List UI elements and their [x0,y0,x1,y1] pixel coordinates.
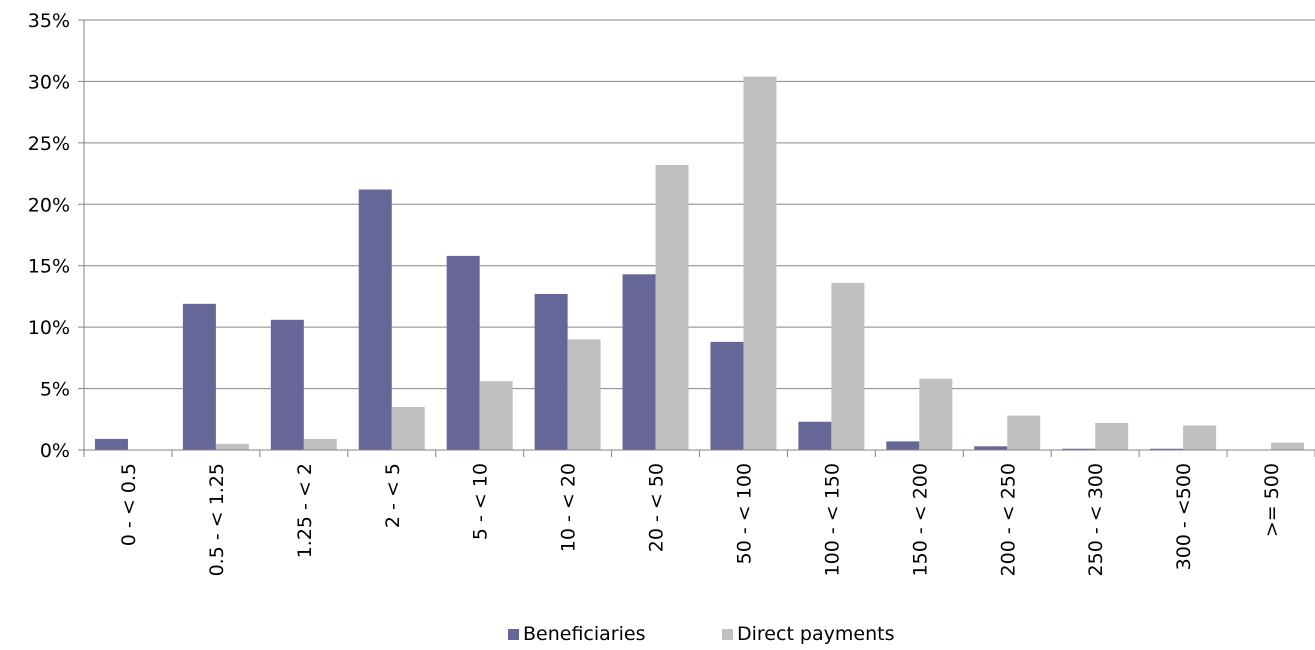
y-tick-label: 35% [28,10,70,32]
x-tick-label: 1.25 - < 2 [294,463,316,558]
bar-direct-payments [1007,415,1041,450]
bar-direct-payments [391,407,425,450]
legend-swatch-direct-payments [722,629,733,640]
x-tick-label: 0 - < 0.5 [118,463,140,546]
bar-direct-payments [919,378,953,450]
bar-beneficiaries [710,341,744,450]
bar-beneficiaries [1062,448,1096,450]
axes [78,19,1315,457]
x-tick-label: 200 - < 250 [997,463,1019,576]
bar-direct-payments [1183,425,1217,450]
bar-beneficiaries [270,319,304,450]
y-tick-label: 25% [28,133,70,155]
bar-direct-payments [215,443,249,450]
legend-swatch-beneficiaries [508,629,519,640]
y-tick-label: 0% [40,440,70,462]
legend-label-direct-payments: Direct payments [737,623,894,645]
bar-beneficiaries [358,189,392,451]
bar-direct-payments [567,339,601,450]
bar-direct-payments [831,282,865,450]
legend-label-beneficiaries: Beneficiaries [523,623,645,645]
x-tick-label: 50 - < 100 [733,463,755,564]
y-tick-label: 15% [28,256,70,278]
x-tick-label: 150 - < 200 [909,463,931,576]
x-tick-label: 2 - < 5 [382,463,404,528]
bar-direct-payments [1271,442,1305,450]
y-tick-label: 30% [28,71,70,93]
y-tick-label: 5% [40,379,70,401]
x-tick-label: 0.5 - < 1.25 [206,463,228,576]
bar-direct-payments [303,438,337,450]
bar-beneficiaries [534,293,568,450]
x-tick-label: 5 - < 10 [470,463,492,540]
bar-direct-payments [655,164,689,450]
bar-beneficiaries [1150,448,1184,450]
x-tick-label: 10 - < 20 [558,463,580,552]
bar-beneficiaries [446,255,480,450]
y-tick-labels: 0% 5% 10% 15% 20% 25% 30% 35% [28,10,70,462]
x-tick-label: 20 - < 50 [646,463,668,552]
y-tick-label: 10% [28,317,70,339]
x-tick-label: >= 500 [1261,463,1283,537]
bar-beneficiaries [94,438,128,450]
bar-beneficiaries [182,303,216,450]
bar-beneficiaries [974,446,1008,450]
bar-beneficiaries [622,274,656,450]
x-tick-label: 300 - <500 [1173,463,1195,570]
bar-direct-payments [743,76,777,450]
x-tick-label: 100 - < 150 [821,463,843,576]
bar-beneficiaries [798,421,832,450]
x-tick-labels: 0 - < 0.5 0.5 - < 1.25 1.25 - < 2 2 - < 5 5 … [118,463,1283,576]
bar-direct-payments [479,381,513,450]
bar-direct-payments [1095,422,1129,450]
x-tick-label: 250 - < 300 [1085,463,1107,576]
y-tick-label: 20% [28,194,70,216]
legend: Beneficiaries Direct payments [508,623,894,645]
gridlines [84,19,1315,390]
bars [94,76,1305,451]
bar-beneficiaries [886,441,920,450]
